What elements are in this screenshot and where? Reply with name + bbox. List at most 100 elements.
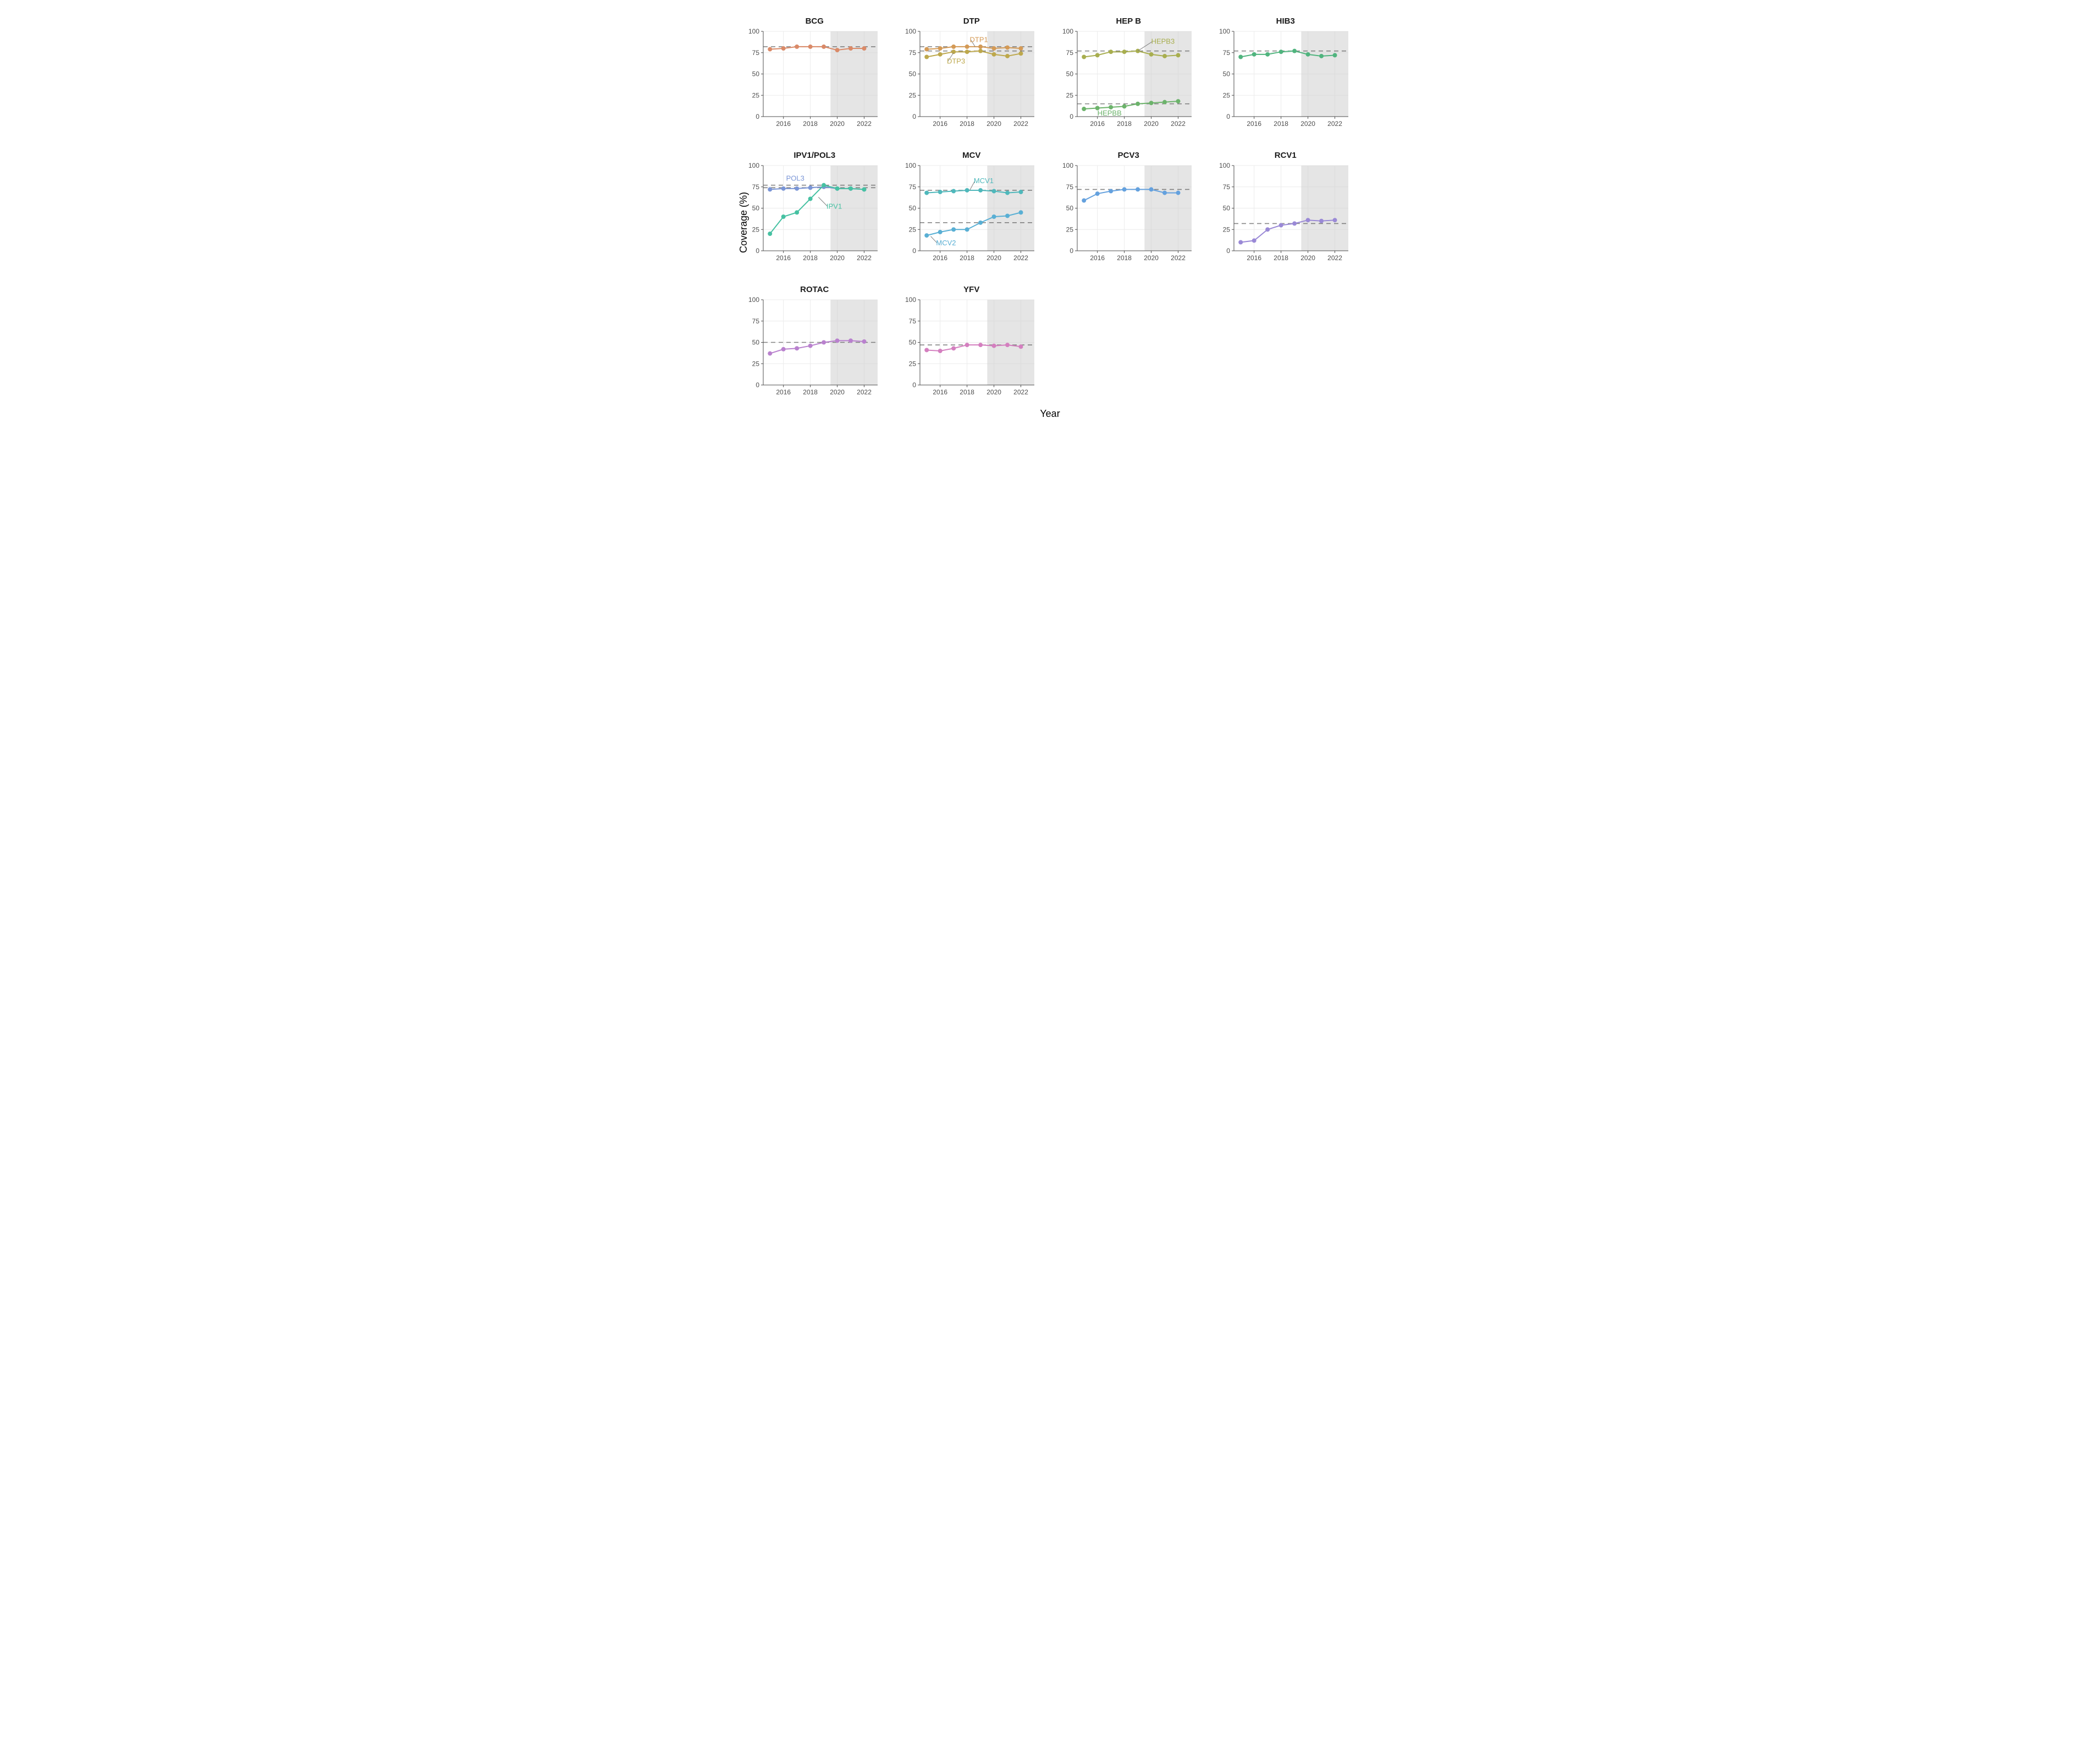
point [965, 343, 969, 347]
series-label: HEPB3 [1151, 37, 1175, 46]
panel-title: BCG [742, 16, 888, 26]
point [1162, 191, 1167, 195]
point [938, 349, 942, 353]
point [951, 346, 956, 350]
ytick-label: 50 [752, 205, 759, 212]
point [951, 50, 956, 54]
ytick-label: 0 [1070, 247, 1073, 255]
ytick-label: 25 [1223, 226, 1231, 233]
point [1005, 54, 1010, 58]
point [1292, 49, 1297, 53]
xtick-label: 2022 [1171, 254, 1186, 262]
point [862, 187, 866, 191]
panel-yfv: YFV02550751002016201820202022 [899, 285, 1044, 404]
point [992, 189, 996, 194]
ytick-label: 25 [752, 360, 759, 367]
ytick-label: 100 [1219, 162, 1230, 169]
point [781, 347, 785, 351]
point [1136, 102, 1140, 106]
ytick-label: 25 [909, 226, 917, 233]
point [768, 187, 772, 191]
xtick-label: 2020 [1144, 254, 1159, 262]
ytick-label: 75 [1223, 49, 1231, 57]
xtick-label: 2020 [1144, 120, 1159, 128]
point [924, 191, 929, 195]
xtick-label: 2018 [960, 254, 974, 262]
ytick-label: 25 [909, 360, 917, 367]
point [1109, 50, 1113, 54]
point [1136, 187, 1140, 191]
point [1238, 240, 1243, 245]
point [781, 46, 785, 51]
point [978, 45, 983, 49]
xtick-label: 2018 [803, 120, 818, 128]
xtick-label: 2018 [1274, 120, 1288, 128]
point [1333, 218, 1337, 222]
ytick-label: 75 [909, 183, 917, 191]
panel-hep-b: HEP BHEPB3HEPBB0255075100201620182020202… [1056, 16, 1201, 135]
ytick-label: 0 [756, 113, 759, 120]
xtick-label: 2020 [830, 120, 845, 128]
point [1149, 101, 1153, 105]
xtick-label: 2018 [803, 388, 818, 396]
point [1176, 191, 1180, 195]
ytick-label: 75 [909, 49, 917, 57]
panel-plot: DTP1DTP302550751002016201820202022 [899, 28, 1037, 135]
point [795, 210, 799, 215]
point [848, 46, 853, 51]
ytick-label: 25 [752, 91, 759, 99]
point [1095, 53, 1099, 57]
point [1162, 54, 1167, 58]
point [924, 348, 929, 352]
point [951, 45, 956, 49]
xtick-label: 2022 [1327, 254, 1342, 262]
point [992, 46, 996, 51]
xtick-label: 2020 [986, 254, 1001, 262]
point [978, 49, 983, 53]
panel-grid: BCG02550751002016201820202022DTPDTP1DTP3… [742, 16, 1358, 404]
point [1265, 52, 1270, 57]
xtick-label: 2022 [857, 388, 872, 396]
point [992, 52, 996, 57]
point [978, 343, 983, 347]
point [978, 188, 983, 193]
panel-plot: 02550751002016201820202022 [899, 296, 1037, 404]
ytick-label: 75 [1066, 183, 1073, 191]
point [835, 338, 839, 343]
ytick-label: 75 [752, 183, 759, 191]
series-label: POL3 [786, 174, 804, 182]
panel-bcg: BCG02550751002016201820202022 [742, 16, 888, 135]
ytick-label: 75 [1223, 183, 1231, 191]
xtick-label: 2020 [1300, 120, 1315, 128]
panel-title: HIB3 [1213, 16, 1358, 26]
xtick-label: 2016 [1247, 120, 1261, 128]
ytick-label: 25 [1223, 91, 1231, 99]
xtick-label: 2016 [933, 120, 947, 128]
point [848, 338, 853, 343]
panel-title: IPV1/POL3 [742, 151, 888, 160]
point [951, 227, 956, 232]
point [1162, 100, 1167, 105]
series-label: MCV1 [974, 177, 994, 185]
ytick-label: 0 [1226, 247, 1230, 255]
point [938, 52, 942, 57]
xtick-label: 2018 [960, 388, 974, 396]
point [768, 351, 772, 356]
point [965, 188, 969, 193]
point [938, 190, 942, 194]
xtick-label: 2016 [776, 254, 791, 262]
xtick-label: 2018 [803, 254, 818, 262]
point [1252, 238, 1256, 243]
xtick-label: 2016 [776, 388, 791, 396]
panel-pcv3: PCV302550751002016201820202022 [1056, 151, 1201, 270]
panel-plot: 02550751002016201820202022 [1213, 162, 1351, 270]
xtick-label: 2022 [1171, 120, 1186, 128]
panel-plot: 02550751002016201820202022 [742, 28, 880, 135]
point [924, 55, 929, 59]
panel-plot: MCV1MCV202550751002016201820202022 [899, 162, 1037, 270]
ytick-label: 0 [756, 247, 759, 255]
point [1019, 51, 1023, 56]
point [781, 215, 785, 219]
point [781, 186, 785, 191]
point [1082, 55, 1086, 59]
